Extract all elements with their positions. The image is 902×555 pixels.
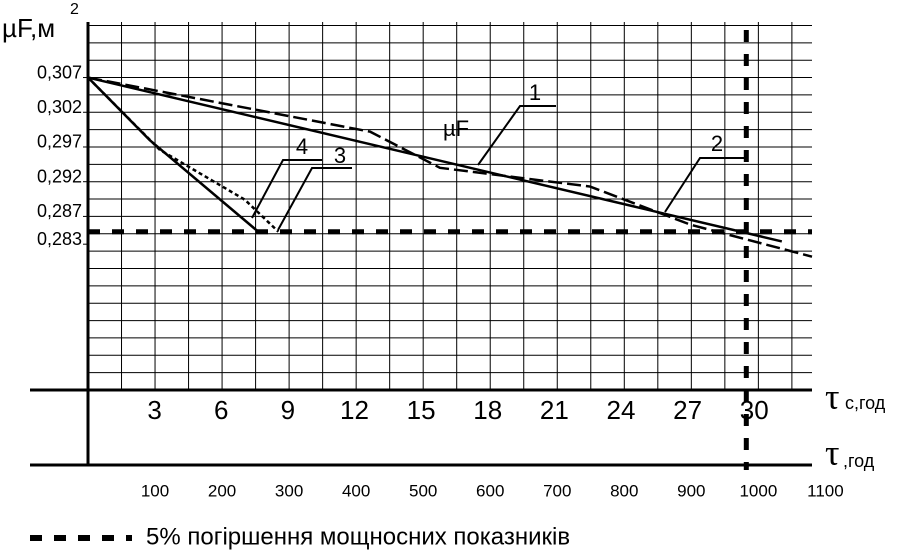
y-tick-label: 0,297 bbox=[37, 132, 82, 152]
x-tick-label: 700 bbox=[543, 481, 571, 500]
annotation: µF bbox=[443, 116, 469, 141]
series-label: 1 bbox=[529, 80, 541, 105]
y-tick-label: 0,283 bbox=[37, 229, 82, 249]
series-label: 2 bbox=[711, 131, 723, 156]
y-axis-label: µF,м bbox=[2, 13, 55, 43]
y-tick-label: 0,302 bbox=[37, 97, 82, 117]
x-tick-label: 500 bbox=[409, 481, 437, 500]
xc-tick-label: 24 bbox=[607, 395, 636, 425]
y-tick-label: 0,287 bbox=[37, 201, 82, 221]
x-tick-label: 600 bbox=[476, 481, 504, 500]
xc-axis-symbol: τ bbox=[825, 376, 839, 416]
x-tick-label: 200 bbox=[208, 481, 236, 500]
x-tick-label: 300 bbox=[275, 481, 303, 500]
xc-axis-unit: с,год bbox=[845, 393, 886, 413]
label-leader bbox=[477, 105, 556, 166]
xc-tick-label: 3 bbox=[147, 395, 161, 425]
label-leader bbox=[277, 167, 352, 231]
y-axis-label-sup: 2 bbox=[70, 1, 79, 18]
x-tick-label: 100 bbox=[141, 481, 169, 500]
series-line bbox=[87, 76, 813, 258]
x-tick-label: 900 bbox=[677, 481, 705, 500]
xc-tick-label: 21 bbox=[540, 395, 569, 425]
x-tick-label: 1100 bbox=[807, 481, 844, 500]
x-axis-symbol: τ bbox=[825, 432, 839, 472]
xc-tick-label: 6 bbox=[214, 395, 228, 425]
series-label: 3 bbox=[334, 143, 346, 168]
xc-tick-label: 27 bbox=[673, 395, 702, 425]
xc-tick-label: 15 bbox=[407, 395, 436, 425]
x-tick-label: 1000 bbox=[739, 481, 777, 500]
series-line bbox=[87, 76, 260, 233]
series-line bbox=[87, 76, 783, 243]
x-tick-label: 400 bbox=[342, 481, 370, 500]
x-axis-unit: ,год bbox=[843, 451, 875, 471]
series-label: 4 bbox=[296, 134, 308, 159]
label-leader bbox=[664, 157, 745, 213]
label-leader bbox=[251, 159, 322, 219]
legend-text: 5% погіршення мощносних показників bbox=[146, 523, 570, 550]
x-tick-label: 800 bbox=[610, 481, 638, 500]
y-tick-label: 0,292 bbox=[37, 166, 82, 186]
y-tick-label: 0,307 bbox=[37, 62, 82, 82]
xc-tick-label: 9 bbox=[281, 395, 295, 425]
xc-tick-label: 18 bbox=[473, 395, 502, 425]
xc-tick-label: 12 bbox=[340, 395, 369, 425]
